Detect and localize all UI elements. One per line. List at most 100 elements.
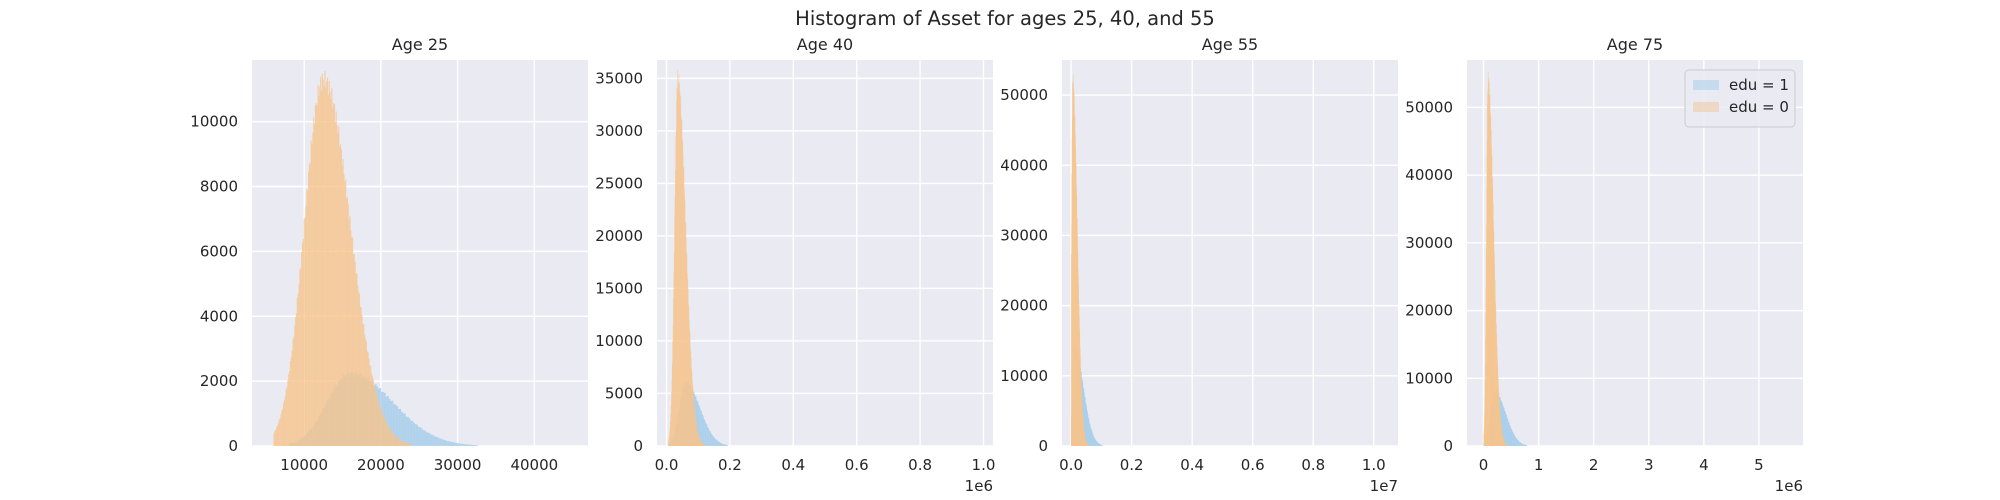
bar-edu1 <box>1525 445 1527 446</box>
bar-edu0 <box>301 242 304 446</box>
bar-edu1 <box>713 436 715 446</box>
bar-edu1 <box>698 405 700 446</box>
bar-edu0 <box>365 341 367 446</box>
bar-edu0 <box>345 198 348 446</box>
bar-edu0 <box>309 162 311 446</box>
bar-edu1 <box>1504 410 1506 446</box>
bar-edu0 <box>312 132 314 446</box>
bar-edu0 <box>692 389 694 446</box>
bar-edu0 <box>358 293 361 446</box>
bar-edu0 <box>367 352 369 446</box>
bar-edu0 <box>683 188 685 446</box>
bar-edu0 <box>701 442 703 446</box>
y-tick-label: 10000 <box>1405 369 1453 387</box>
bar-edu0 <box>693 404 695 446</box>
panel-title: Age 25 <box>392 35 448 54</box>
bar-edu1 <box>442 439 445 446</box>
bar-edu0 <box>692 379 693 446</box>
bar-edu0 <box>355 274 357 446</box>
bar-edu1 <box>1090 425 1091 446</box>
bar-edu0 <box>673 272 675 446</box>
histogram-bars <box>668 69 728 446</box>
bar-edu0 <box>695 419 697 446</box>
bar-edu0 <box>680 96 682 446</box>
bar-edu0 <box>409 444 411 446</box>
bar-edu1 <box>416 424 418 446</box>
bar-edu0 <box>273 432 275 446</box>
bar-edu1 <box>705 422 706 446</box>
bar-edu1 <box>457 443 460 446</box>
bar-edu0 <box>672 341 674 446</box>
x-tick-label: 0.8 <box>908 456 932 474</box>
bar-edu0 <box>670 413 672 446</box>
bar-edu0 <box>675 169 676 446</box>
bar-edu1 <box>701 414 703 446</box>
bar-edu0 <box>407 443 409 446</box>
bar-edu0 <box>703 444 705 446</box>
bar-edu1 <box>1088 418 1090 446</box>
bar-edu0 <box>700 440 702 446</box>
y-tick-label: 10000 <box>190 113 238 131</box>
bar-edu0 <box>326 77 329 446</box>
bar-edu1 <box>403 413 406 446</box>
bar-edu0 <box>277 423 279 446</box>
bar-edu0 <box>401 440 403 446</box>
y-tick-label: 0 <box>1038 437 1048 455</box>
bar-edu1 <box>706 424 708 446</box>
bar-edu1 <box>417 426 420 446</box>
bar-edu0 <box>668 441 669 446</box>
bar-edu1 <box>715 439 717 446</box>
bar-edu0 <box>670 421 671 446</box>
x-tick-label: 0.2 <box>718 456 742 474</box>
bar-edu0 <box>389 428 391 446</box>
bar-edu0 <box>402 441 405 446</box>
bar-edu0 <box>406 443 408 446</box>
bar-edu0 <box>386 423 388 446</box>
bar-edu0 <box>310 140 312 446</box>
bar-edu0 <box>671 391 672 446</box>
bar-edu1 <box>476 445 478 446</box>
bar-edu0 <box>359 306 361 446</box>
bar-edu1 <box>1513 434 1515 446</box>
bar-edu0 <box>291 350 293 446</box>
bar-edu1 <box>1098 443 1100 446</box>
bar-edu1 <box>1095 439 1096 446</box>
bar-edu0 <box>391 432 393 446</box>
bar-edu0 <box>697 428 698 446</box>
bar-edu0 <box>319 86 321 446</box>
bar-edu0 <box>385 422 387 446</box>
legend-frame <box>1684 69 1796 128</box>
bar-edu1 <box>1085 404 1087 446</box>
bar-edu0 <box>318 95 320 446</box>
bar-edu1 <box>1095 440 1097 446</box>
bar-edu1 <box>1519 441 1520 446</box>
y-tick-label: 5000 <box>605 384 643 402</box>
bar-edu0 <box>369 364 371 446</box>
bar-edu0 <box>301 252 303 446</box>
bar-edu0 <box>402 441 404 446</box>
histogram-bars <box>1483 71 1528 446</box>
bar-edu1 <box>390 400 392 446</box>
bar-edu1 <box>399 408 402 446</box>
bar-edu1 <box>474 445 477 446</box>
bar-edu0 <box>306 188 308 446</box>
y-tick-label: 40000 <box>1000 156 1048 174</box>
bar-edu1 <box>1521 443 1522 446</box>
bar-edu0 <box>393 434 395 446</box>
bar-edu0 <box>693 396 694 446</box>
x-offset-label: 1e6 <box>965 477 993 495</box>
bar-edu1 <box>1503 407 1505 446</box>
x-tick-label: 0.2 <box>1120 456 1144 474</box>
y-tick-label: 6000 <box>200 242 238 260</box>
bar-edu1 <box>1100 444 1102 446</box>
bar-edu1 <box>1101 445 1103 446</box>
bar-edu1 <box>722 444 724 446</box>
y-tick-label: 10000 <box>595 332 643 350</box>
bar-edu1 <box>703 419 705 446</box>
bar-edu1 <box>1096 441 1098 446</box>
bar-edu1 <box>397 409 400 446</box>
bar-edu1 <box>726 445 728 446</box>
legend-label: edu = 0 <box>1729 98 1789 116</box>
panel-3: Age 55 0 10000 20000 30000 40000 50000 0.0 0.2 0.… <box>1000 35 1398 495</box>
bar-edu0 <box>679 91 681 446</box>
